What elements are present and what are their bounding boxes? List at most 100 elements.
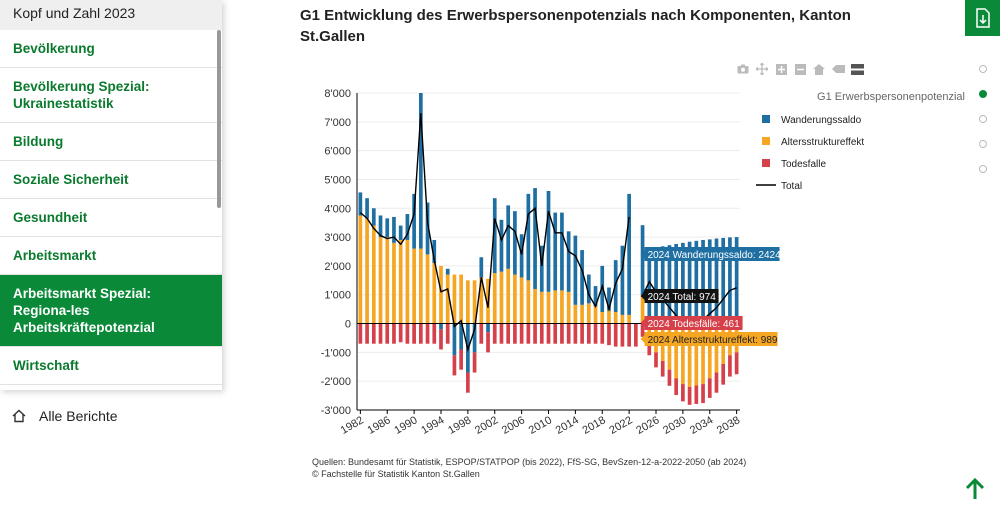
zoom-in-icon[interactable] xyxy=(774,63,788,75)
bar-todesfalle[interactable] xyxy=(432,323,437,344)
download-button[interactable] xyxy=(965,0,1000,36)
bar-altersstruktureffekt[interactable] xyxy=(539,291,544,324)
bar-todesfalle[interactable] xyxy=(714,372,719,393)
bar-altersstruktureffekt[interactable] xyxy=(701,323,705,385)
bar-todesfalle[interactable] xyxy=(566,323,571,344)
bar-todesfalle[interactable] xyxy=(667,369,672,386)
bar-altersstruktureffekt[interactable] xyxy=(445,274,450,324)
bar-todesfalle[interactable] xyxy=(371,323,376,344)
bar-todesfalle[interactable] xyxy=(392,323,396,344)
bar-altersstruktureffekt[interactable] xyxy=(378,237,383,324)
bar-wanderungssaldo[interactable] xyxy=(486,323,490,333)
sidebar-item-arbeitsmarkt-spezial[interactable]: Arbeitsmarkt Spezial: Regiona-les Arbeit… xyxy=(0,275,222,347)
scroll-top-button[interactable] xyxy=(964,477,986,505)
bar-todesfalle[interactable] xyxy=(533,323,537,344)
bar-wanderungssaldo[interactable] xyxy=(499,219,504,272)
bar-altersstruktureffekt[interactable] xyxy=(674,323,679,379)
bar-todesfalle[interactable] xyxy=(526,323,531,344)
bar-wanderungssaldo[interactable] xyxy=(681,242,685,324)
bar-wanderungssaldo[interactable] xyxy=(418,93,423,249)
bar-altersstruktureffekt[interactable] xyxy=(533,288,537,324)
pan-icon[interactable] xyxy=(755,63,769,75)
bar-wanderungssaldo[interactable] xyxy=(439,323,443,330)
bar-altersstruktureffekt[interactable] xyxy=(627,314,631,324)
bar-todesfalle[interactable] xyxy=(640,323,645,337)
bar-wanderungssaldo[interactable] xyxy=(452,323,457,356)
bar-wanderungssaldo[interactable] xyxy=(607,287,611,311)
bar-altersstruktureffekt[interactable] xyxy=(687,323,692,387)
bar-wanderungssaldo[interactable] xyxy=(701,239,705,324)
bar-altersstruktureffekt[interactable] xyxy=(459,274,463,324)
bar-todesfalle[interactable] xyxy=(492,323,497,344)
sidebar-item-arbeitsmarkt[interactable]: Arbeitsmarkt xyxy=(0,237,222,275)
bar-todesfalle[interactable] xyxy=(694,385,699,404)
bar-todesfalle[interactable] xyxy=(418,323,423,344)
bar-wanderungssaldo[interactable] xyxy=(392,216,396,243)
bar-altersstruktureffekt[interactable] xyxy=(546,291,551,324)
bar-wanderungssaldo[interactable] xyxy=(573,235,578,305)
bar-altersstruktureffekt[interactable] xyxy=(405,239,410,324)
bar-todesfalle[interactable] xyxy=(459,349,463,370)
bar-wanderungssaldo[interactable] xyxy=(580,250,584,305)
legend-item[interactable]: Todesfalle xyxy=(781,159,826,170)
bar-wanderungssaldo[interactable] xyxy=(385,218,390,238)
bar-altersstruktureffekt[interactable] xyxy=(452,274,457,324)
bar-todesfalle[interactable] xyxy=(660,361,665,377)
bar-altersstruktureffekt[interactable] xyxy=(620,314,625,324)
bar-wanderungssaldo[interactable] xyxy=(459,323,463,350)
camera-icon[interactable] xyxy=(736,63,750,75)
bar-wanderungssaldo[interactable] xyxy=(539,245,544,292)
bar-todesfalle[interactable] xyxy=(580,323,584,344)
bar-wanderungssaldo[interactable] xyxy=(667,245,672,324)
sidebar-item-gesundheit[interactable]: Gesundheit xyxy=(0,199,222,237)
total-series-line[interactable] xyxy=(359,113,630,353)
bar-todesfalle[interactable] xyxy=(620,323,625,347)
bar-todesfalle[interactable] xyxy=(647,340,652,356)
bar-wanderungssaldo[interactable] xyxy=(647,250,652,324)
bar-altersstruktureffekt[interactable] xyxy=(466,280,470,324)
bar-wanderungssaldo[interactable] xyxy=(533,188,537,289)
bar-todesfalle[interactable] xyxy=(513,323,517,344)
bar-todesfalle[interactable] xyxy=(452,355,457,376)
bar-wanderungssaldo[interactable] xyxy=(492,198,497,274)
bar-altersstruktureffekt[interactable] xyxy=(358,215,363,324)
bar-altersstruktureffekt[interactable] xyxy=(526,280,531,324)
sidebar-item-wirtschaft[interactable]: Wirtschaft xyxy=(0,347,222,385)
bar-altersstruktureffekt[interactable] xyxy=(553,290,558,324)
legend-item[interactable]: Altersstruktureffekt xyxy=(781,137,864,148)
bar-altersstruktureffekt[interactable] xyxy=(667,323,672,370)
bar-todesfalle[interactable] xyxy=(721,363,726,385)
sidebar-item-ukrainestatistik[interactable]: Bevölkerung Spezial: Ukrainestatistik xyxy=(0,68,222,123)
bar-altersstruktureffekt[interactable] xyxy=(607,310,611,324)
compare-icon[interactable] xyxy=(850,63,864,75)
bar-wanderungssaldo[interactable] xyxy=(640,225,645,296)
bar-altersstruktureffekt[interactable] xyxy=(499,271,504,324)
bar-altersstruktureffekt[interactable] xyxy=(398,239,403,324)
bar-todesfalle[interactable] xyxy=(506,323,511,344)
bar-wanderungssaldo[interactable] xyxy=(721,237,726,324)
bar-altersstruktureffekt[interactable] xyxy=(560,290,564,324)
bar-wanderungssaldo[interactable] xyxy=(479,257,484,278)
bar-todesfalle[interactable] xyxy=(439,329,443,350)
bar-todesfalle[interactable] xyxy=(654,352,658,368)
bar-wanderungssaldo[interactable] xyxy=(694,240,699,324)
bar-wanderungssaldo[interactable] xyxy=(378,215,383,238)
bar-wanderungssaldo[interactable] xyxy=(613,260,618,313)
section-nav-dot[interactable] xyxy=(979,65,987,73)
bar-todesfalle[interactable] xyxy=(707,378,712,398)
bar-todesfalle[interactable] xyxy=(466,372,470,393)
reset-home-icon[interactable] xyxy=(812,63,826,75)
bar-wanderungssaldo[interactable] xyxy=(714,238,719,324)
bar-altersstruktureffekt[interactable] xyxy=(600,312,605,324)
bar-wanderungssaldo[interactable] xyxy=(412,193,416,249)
bar-altersstruktureffekt[interactable] xyxy=(472,280,477,324)
bar-todesfalle[interactable] xyxy=(385,323,390,344)
bar-wanderungssaldo[interactable] xyxy=(445,268,450,275)
bar-todesfalle[interactable] xyxy=(472,352,477,373)
bar-wanderungssaldo[interactable] xyxy=(546,190,551,292)
bar-wanderungssaldo[interactable] xyxy=(371,208,376,226)
bar-altersstruktureffekt[interactable] xyxy=(714,323,719,373)
bar-wanderungssaldo[interactable] xyxy=(506,205,511,269)
bar-wanderungssaldo[interactable] xyxy=(526,193,531,281)
bar-todesfalle[interactable] xyxy=(681,384,685,402)
